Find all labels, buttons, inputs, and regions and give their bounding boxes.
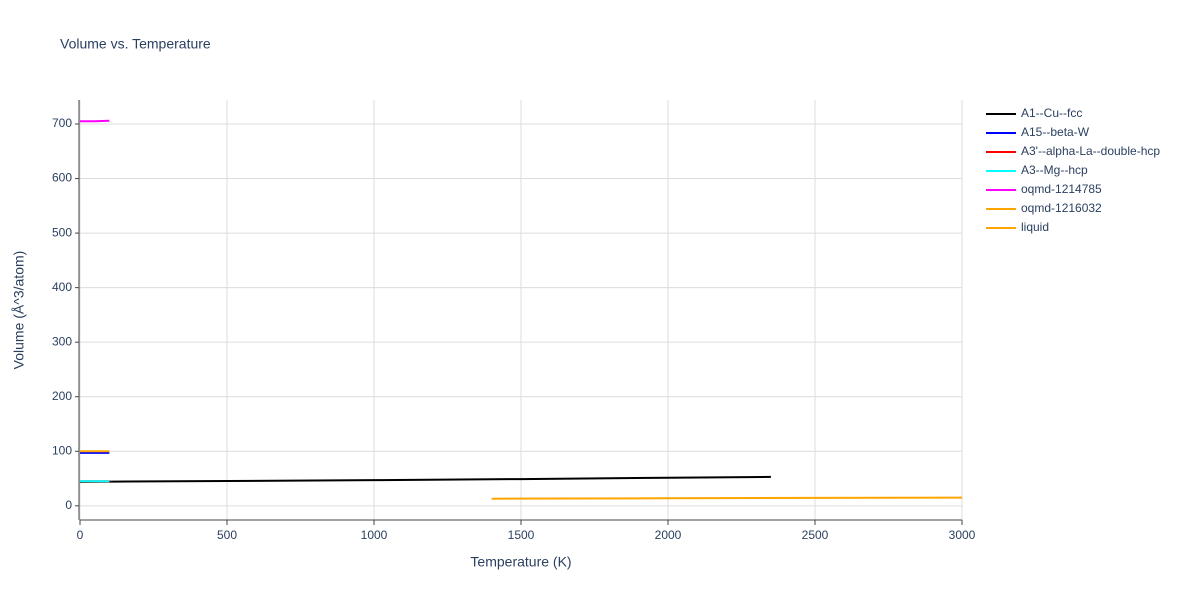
y-tick-label: 200 [52, 389, 72, 403]
y-tick-label: 600 [52, 171, 72, 185]
x-tick-label: 500 [217, 528, 237, 542]
y-tick-label: 700 [52, 116, 72, 130]
legend-label: oqmd-1214785 [1021, 182, 1102, 196]
y-tick-label: 500 [52, 225, 72, 239]
legend-label: A3'--alpha-La--double-hcp [1021, 144, 1160, 158]
legend-label: oqmd-1216032 [1021, 201, 1102, 215]
series-line [79, 475, 771, 483]
legend-label: liquid [1021, 220, 1049, 234]
legend-label: A15--beta-W [1021, 125, 1090, 139]
chart-title: Volume vs. Temperature [60, 36, 211, 52]
y-axis-label: Volume (Å^3/atom) [11, 251, 27, 370]
legend-label: A3--Mg--hcp [1021, 163, 1088, 177]
y-tick-label: 400 [52, 280, 72, 294]
legend-label: A1--Cu--fcc [1021, 106, 1082, 120]
x-tick-label: 1500 [508, 528, 535, 542]
y-tick-label: 100 [52, 443, 72, 457]
x-tick-label: 0 [77, 528, 84, 542]
x-tick-label: 3000 [949, 528, 976, 542]
x-tick-label: 2000 [655, 528, 682, 542]
series-line [491, 496, 963, 500]
x-axis-label: Temperature (K) [470, 554, 571, 570]
y-tick-label: 0 [65, 498, 72, 512]
series-line [80, 119, 110, 123]
x-tick-label: 2500 [802, 528, 829, 542]
x-tick-label: 1000 [361, 528, 388, 542]
y-tick-label: 300 [52, 334, 72, 348]
